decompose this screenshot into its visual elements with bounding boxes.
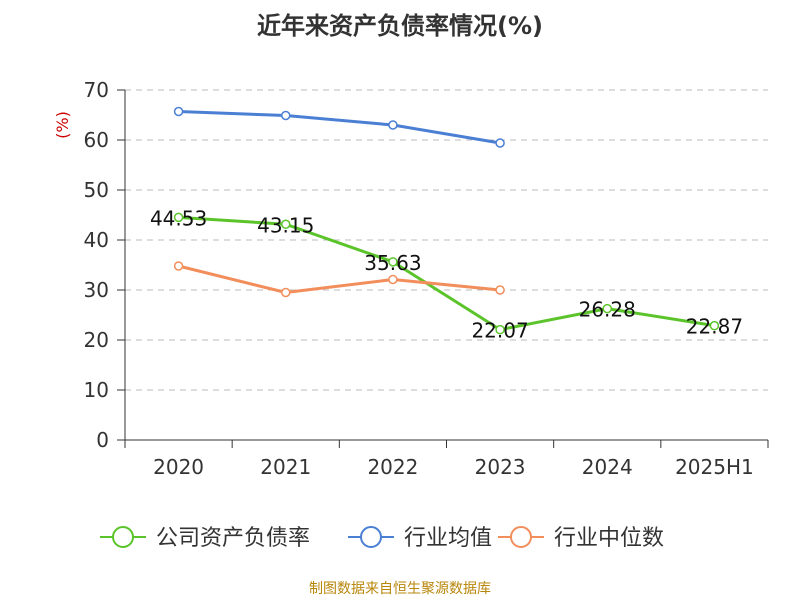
data-label: 44.53 xyxy=(150,206,207,230)
data-point xyxy=(709,320,720,331)
legend-marker-2 xyxy=(510,526,532,548)
legend: 公司资产负债率 行业均值 行业中位数 xyxy=(100,526,664,551)
x-tick-label: 2021 xyxy=(260,455,311,479)
x-tick-label: 2020 xyxy=(153,455,204,479)
data-labels: 44.53 43.15 35.63 22.07 26.28 22.87 xyxy=(150,206,743,342)
data-point xyxy=(495,324,505,335)
y-tick-label: 30 xyxy=(84,278,109,302)
legend-label-2: 行业中位数 xyxy=(554,526,664,551)
series-lines xyxy=(173,106,720,335)
data-label: 43.15 xyxy=(257,213,314,237)
data-point xyxy=(602,303,612,314)
legend-label-1: 行业均值 xyxy=(404,526,492,551)
x-tick-label: 2024 xyxy=(582,455,633,479)
series-line-1 xyxy=(178,110,501,145)
data-label: 22.87 xyxy=(686,315,743,339)
data-point xyxy=(173,261,184,271)
data-label: 22.07 xyxy=(471,319,528,343)
legend-marker-1 xyxy=(360,526,382,548)
series-line-2 xyxy=(178,264,501,294)
y-tick-label: 40 xyxy=(84,228,109,252)
data-point xyxy=(388,274,398,285)
legend-marker-0 xyxy=(112,526,134,548)
data-point xyxy=(495,138,505,148)
x-tick-label: 2025H1 xyxy=(675,455,754,479)
data-label: 26.28 xyxy=(579,298,636,322)
data-point xyxy=(388,257,398,267)
series-line-0 xyxy=(178,215,715,332)
data-point xyxy=(388,120,398,130)
data-source-note: 制图数据来自恒生聚源数据库 xyxy=(309,581,491,597)
chart-title: 近年来资产负债率情况(%) xyxy=(257,12,543,40)
legend-label-0: 公司资产负债率 xyxy=(156,526,310,551)
data-label: 35.63 xyxy=(364,251,421,275)
y-tick-label: 20 xyxy=(84,328,109,352)
y-tick-label: 60 xyxy=(84,128,109,152)
data-point xyxy=(281,219,291,229)
y-axis-label: (%) xyxy=(53,111,72,139)
grid-lines xyxy=(125,89,768,391)
x-tick-label: 2023 xyxy=(475,455,526,479)
data-point xyxy=(281,287,291,298)
x-tick-label: 2022 xyxy=(367,455,418,479)
data-point xyxy=(281,110,291,121)
data-point xyxy=(173,106,184,117)
y-tick-label: 50 xyxy=(84,178,109,202)
y-tick-label: 0 xyxy=(96,428,109,452)
y-tick-label: 70 xyxy=(84,78,109,102)
data-point xyxy=(495,285,505,295)
axes: 0 10 20 30 40 50 60 70 (%) 2020 2021 2022 2023 2024 20… xyxy=(53,78,769,479)
y-tick-label: 10 xyxy=(84,378,109,402)
data-point xyxy=(173,212,184,223)
